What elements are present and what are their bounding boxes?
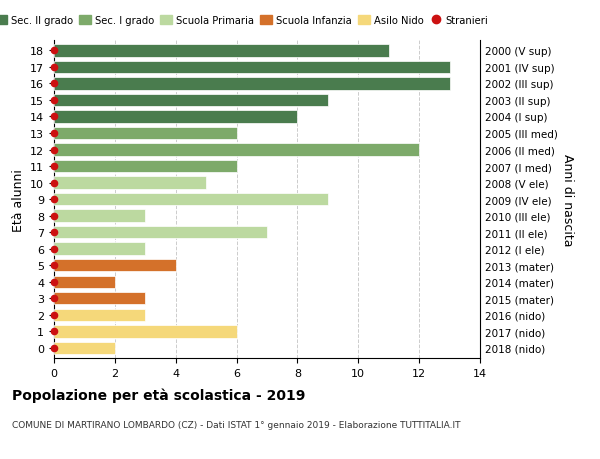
Bar [54, 259, 176, 272]
Bar [54, 276, 115, 288]
Bar [54, 194, 328, 206]
Bar [54, 210, 145, 222]
Bar [54, 161, 236, 173]
Y-axis label: Età alunni: Età alunni [11, 168, 25, 231]
Bar [54, 62, 449, 74]
Bar [54, 144, 419, 157]
Legend: Sec. II grado, Sec. I grado, Scuola Primaria, Scuola Infanzia, Asilo Nido, Stran: Sec. II grado, Sec. I grado, Scuola Prim… [0, 12, 492, 30]
Bar [54, 78, 449, 90]
Bar [54, 292, 145, 305]
Bar [54, 243, 145, 255]
Bar [54, 342, 115, 354]
Text: COMUNE DI MARTIRANO LOMBARDO (CZ) - Dati ISTAT 1° gennaio 2019 - Elaborazione TU: COMUNE DI MARTIRANO LOMBARDO (CZ) - Dati… [12, 420, 461, 429]
Bar [54, 309, 145, 321]
Bar [54, 325, 236, 338]
Y-axis label: Anni di nascita: Anni di nascita [562, 153, 574, 246]
Bar [54, 128, 236, 140]
Bar [54, 95, 328, 107]
Bar [54, 177, 206, 190]
Text: Popolazione per età scolastica - 2019: Popolazione per età scolastica - 2019 [12, 388, 305, 403]
Bar [54, 226, 267, 239]
Bar [54, 111, 298, 123]
Bar [54, 45, 389, 57]
